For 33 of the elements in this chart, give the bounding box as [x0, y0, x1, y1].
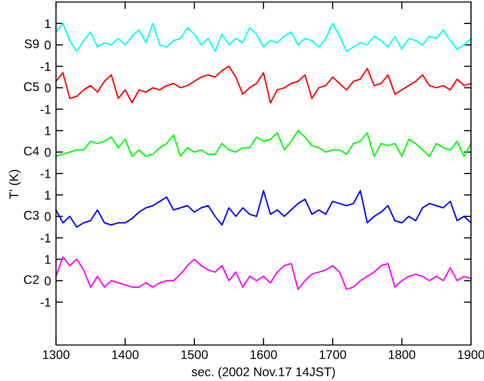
y-tick-label: -1 — [40, 298, 51, 307]
y-tick-label: -1 — [40, 105, 51, 114]
series-label: C4 — [24, 146, 39, 156]
line-series — [55, 256, 472, 290]
y-tick-label: -1 — [40, 62, 51, 71]
line-series — [55, 66, 472, 104]
x-tick-label: 1300 — [43, 350, 70, 360]
y-tick-label: -1 — [40, 169, 51, 178]
y-axis-title: T' (K) — [9, 170, 21, 200]
y-tick-label: -1 — [40, 234, 51, 242]
x-tick-label: 1800 — [388, 350, 416, 360]
line-series — [55, 22, 472, 52]
line-series — [55, 130, 472, 158]
series-label: C2 — [24, 275, 39, 284]
line-series — [55, 190, 472, 228]
series-label: C5 — [24, 82, 39, 92]
y-tick-label: 0 — [44, 276, 51, 286]
y-tick-label: 1 — [45, 126, 51, 136]
y-tick-label: 1 — [45, 19, 51, 28]
x-axis-title: sec. (2002 Nov.17 14JST) — [192, 367, 335, 379]
x-tick-label: 1600 — [250, 350, 277, 360]
y-tick-label: 0 — [44, 212, 51, 222]
series-label: S9 — [24, 39, 39, 48]
y-tick-label: 0 — [44, 84, 51, 92]
x-tick-label: 1700 — [320, 350, 346, 360]
x-tick-label: 1500 — [181, 350, 208, 360]
x-tick-label: 1400 — [112, 350, 139, 360]
series-label: C3 — [24, 210, 39, 220]
y-tick-label: 1 — [45, 190, 51, 200]
y-tick-label: 0 — [44, 148, 51, 157]
y-tick-label: 1 — [45, 255, 51, 264]
x-tick-label: 1900 — [458, 350, 484, 360]
y-tick-label: 0 — [44, 40, 51, 50]
